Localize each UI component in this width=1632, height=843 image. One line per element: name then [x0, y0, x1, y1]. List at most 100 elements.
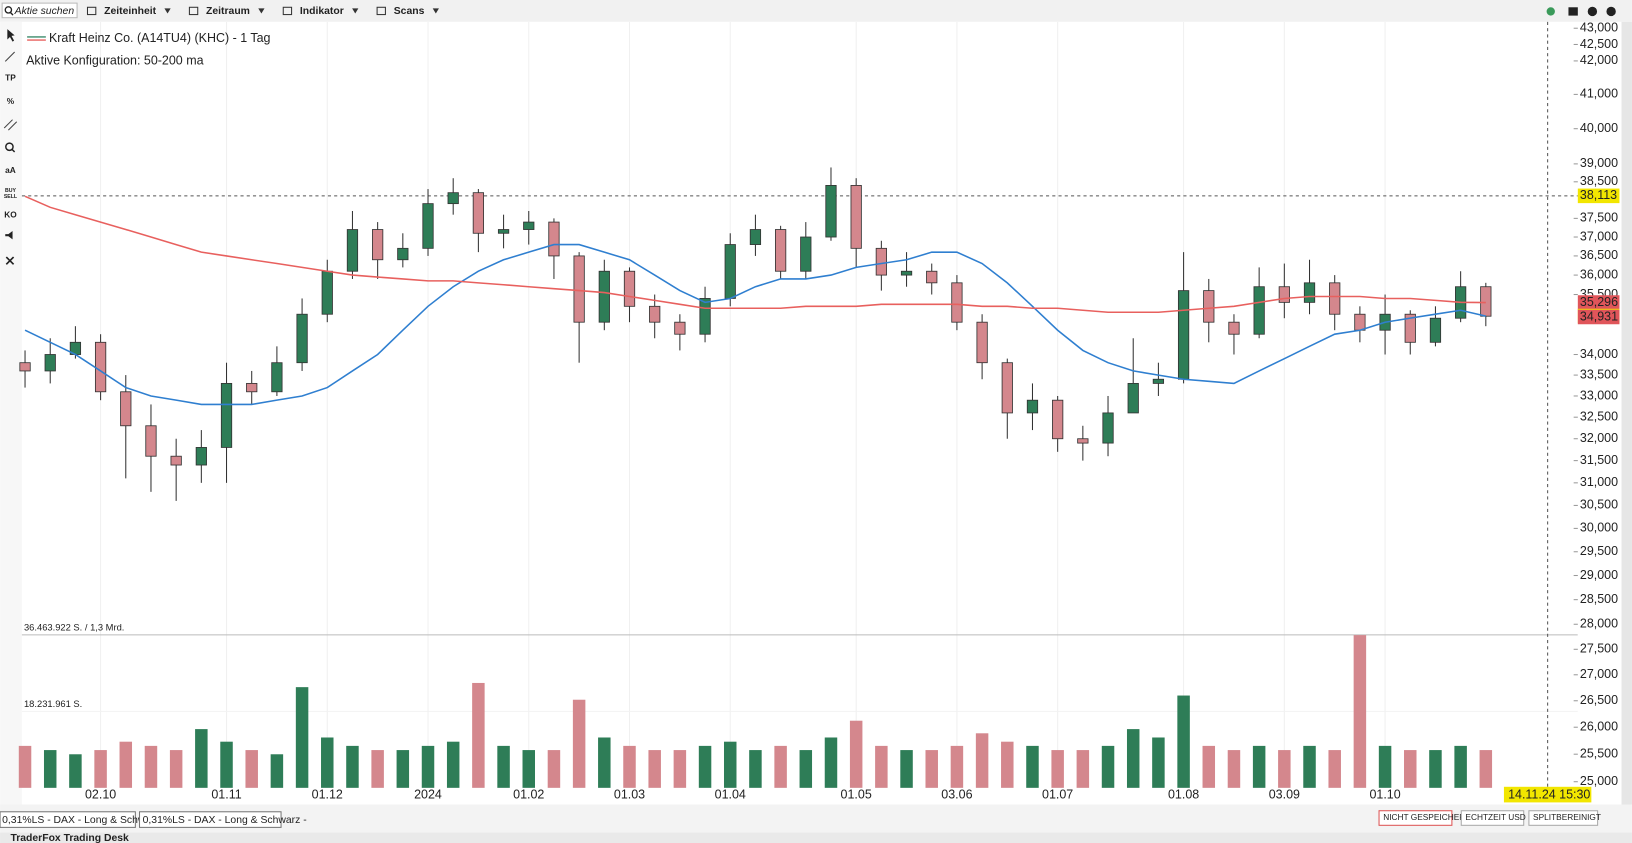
scrollbar[interactable]: [1621, 21, 1632, 805]
volume-bar: [1227, 750, 1241, 788]
sound-tool[interactable]: [5, 231, 13, 240]
taskbar: [0, 832, 1632, 843]
tab-label[interactable]: 0,31%LS - DAX - Long & Schwarz -: [143, 815, 307, 826]
line-tool[interactable]: [4, 51, 15, 62]
volume-bar: [975, 733, 989, 788]
volume-bar: [1026, 745, 1039, 788]
search-icon: [4, 6, 13, 14]
y-tick-label: 37,500: [1580, 211, 1618, 225]
volume-bar: [572, 699, 586, 788]
y-tick-label: 38,500: [1580, 174, 1618, 188]
menu-item[interactable]: Indikator: [300, 6, 344, 17]
candle-body: [145, 425, 157, 457]
search-icon: [9, 12, 14, 16]
status-box[interactable]: [1460, 810, 1525, 826]
channel-tool[interactable]: [3, 119, 13, 129]
power-icon[interactable]: [1606, 6, 1616, 17]
volume-bar: [195, 729, 208, 788]
price-badge-label: 38,113: [1580, 188, 1617, 202]
moving-averages: [24, 195, 1486, 406]
y-tick-label: 37,000: [1580, 229, 1618, 243]
candle-body: [1354, 313, 1366, 331]
chart-subtitle: Aktive Konfiguration: 50-200 ma: [26, 54, 204, 68]
volume-bar: [396, 750, 410, 788]
volume-bar: [623, 745, 636, 788]
tool-label[interactable]: aA: [5, 165, 16, 175]
x-tick-label: 2024: [414, 787, 442, 801]
zoom-tool[interactable]: [5, 142, 14, 152]
volume-bar: [522, 750, 535, 788]
menu-item[interactable]: Zeiteinheit: [104, 6, 156, 17]
tab-label[interactable]: 0,31%LS - DAX - Long & Schwarz -: [2, 815, 166, 826]
candle-body: [94, 341, 107, 393]
volume-bar: [875, 745, 888, 788]
y-tick-label: 34,000: [1580, 347, 1618, 361]
tool-label[interactable]: KO: [4, 210, 17, 220]
menu-arrow: [258, 8, 265, 14]
volume-bar: [1202, 745, 1216, 788]
candle-body: [1429, 317, 1442, 343]
menu-arrow: [164, 8, 171, 14]
y-tick-label: 30,000: [1580, 521, 1618, 535]
volume-bar: [497, 745, 510, 788]
candle-body: [523, 221, 535, 230]
y-tick-label: 39,000: [1580, 156, 1618, 170]
cloud-icon[interactable]: [1587, 6, 1598, 17]
y-tick-label: 29,500: [1580, 544, 1618, 558]
volume-bar: [1152, 737, 1165, 788]
volume-bar: [598, 737, 611, 788]
candle-body: [598, 270, 610, 323]
candle-body: [1152, 378, 1165, 384]
y-tick-label: 32,000: [1580, 431, 1618, 445]
price-badge: [1577, 188, 1620, 204]
candle-body: [649, 305, 661, 323]
volume-tick-label: 18.231.961 S.: [24, 699, 82, 709]
toolbar-icons: [1536, 5, 1630, 18]
y-tick-label: 25,000: [1580, 774, 1618, 788]
candle-body: [850, 185, 862, 249]
x-tick-label: 03.09: [1269, 787, 1300, 801]
candle-body: [976, 321, 988, 364]
tab[interactable]: [138, 811, 282, 828]
status-label[interactable]: NICHT GESPEICHERT: [1383, 812, 1470, 822]
candle-body: [926, 270, 938, 284]
volume-bar: [1101, 745, 1115, 788]
folder-icon[interactable]: [1568, 7, 1578, 16]
menu-item[interactable]: Zeitraum: [206, 6, 250, 17]
candle-body: [1228, 321, 1240, 335]
tool-label[interactable]: TP: [5, 72, 16, 82]
search-placeholder[interactable]: Aktie suchen: [14, 6, 75, 17]
y-tick-label: 30,500: [1580, 498, 1618, 512]
left-toolbar: [0, 21, 22, 805]
tool-label[interactable]: %: [7, 96, 15, 106]
candle-body: [497, 229, 510, 234]
candle-body: [120, 391, 132, 427]
candle-body: [1404, 313, 1416, 343]
candle-body: [271, 362, 283, 393]
candle-body: [44, 354, 56, 372]
status-label[interactable]: ECHTZEIT USD: [1465, 812, 1525, 822]
toolbar: [0, 0, 1632, 22]
menu-item[interactable]: Scans: [394, 6, 425, 17]
volume-bar: [774, 745, 787, 788]
tab[interactable]: [0, 811, 136, 828]
candle-body: [346, 229, 359, 272]
close-tool[interactable]: [5, 256, 15, 265]
status-label[interactable]: SPLITBEREINIGT: [1533, 812, 1601, 822]
search-box[interactable]: [1, 2, 78, 19]
cursor-tool[interactable]: [7, 29, 15, 42]
y-tick-label: 33,500: [1580, 367, 1618, 381]
channel-tool[interactable]: [8, 121, 18, 131]
tool-label[interactable]: BUY: [5, 188, 16, 194]
crosshair-label: 14.11.24 15:30: [1508, 787, 1590, 801]
volume-bar: [1076, 750, 1090, 788]
volume-bar: [144, 745, 158, 788]
zoom-tool[interactable]: [11, 148, 16, 153]
ma-line: [24, 195, 1486, 314]
tool-label[interactable]: SELL: [4, 194, 18, 200]
y-tick-label: 43,000: [1580, 21, 1618, 35]
status-box[interactable]: [1378, 810, 1453, 826]
status-box[interactable]: [1528, 810, 1599, 826]
volume-bar: [1126, 729, 1140, 788]
